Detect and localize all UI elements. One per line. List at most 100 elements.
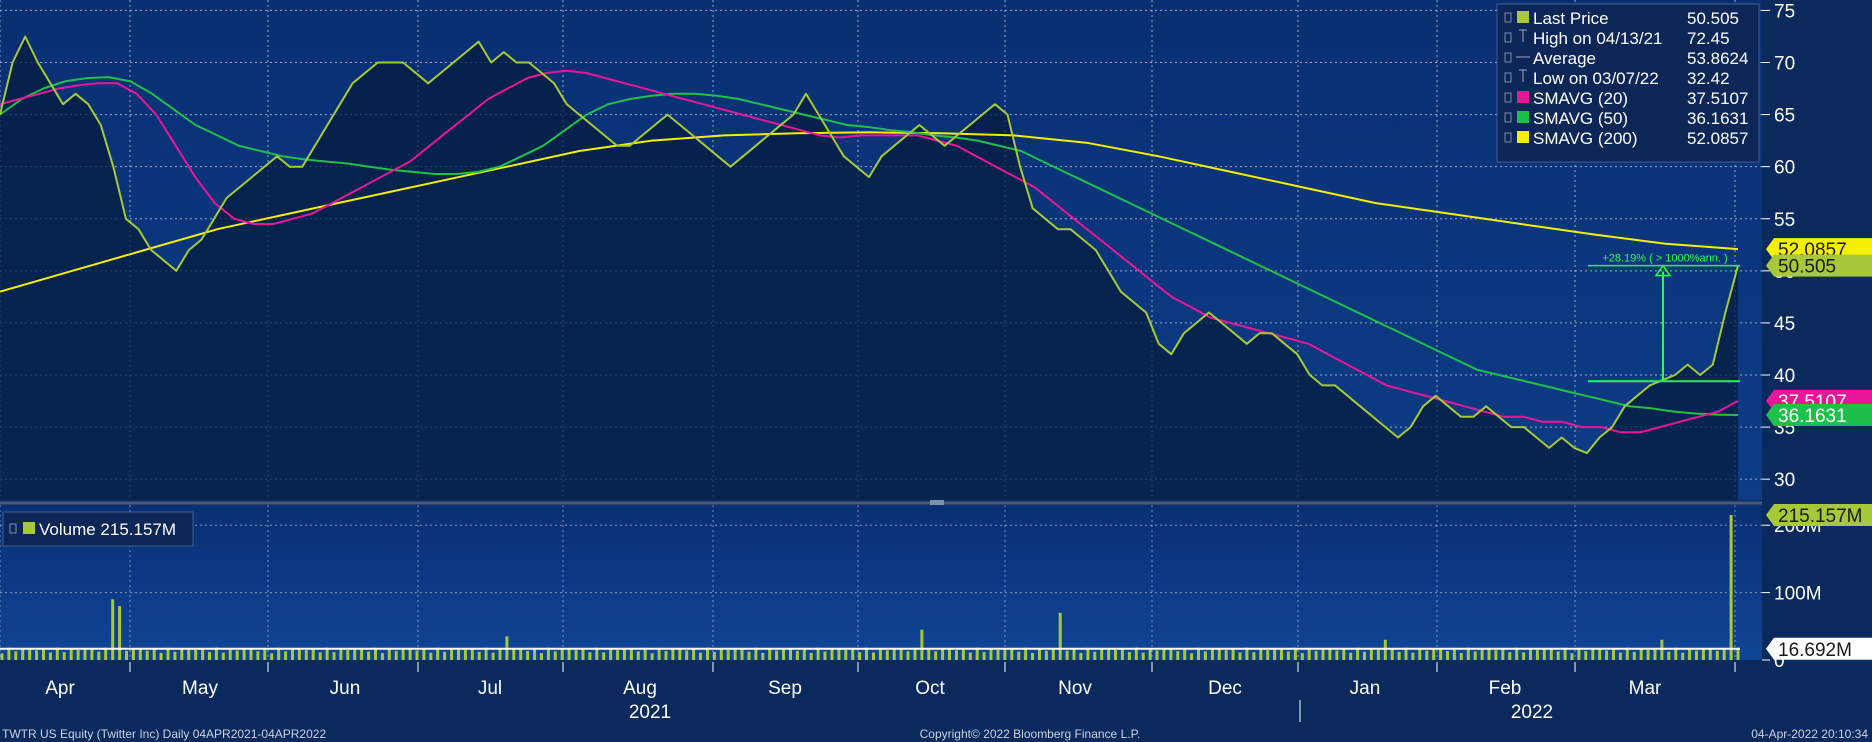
volume-bar bbox=[609, 648, 613, 660]
volume-bar bbox=[1252, 652, 1256, 660]
volume-bar bbox=[1314, 650, 1318, 660]
x-axis-month-label: Jul bbox=[478, 678, 502, 699]
volume-bar bbox=[1542, 649, 1546, 660]
legend-row-bracket bbox=[1504, 132, 1512, 143]
volume-bar bbox=[872, 652, 875, 660]
volume-bar bbox=[1722, 647, 1726, 660]
volume-bar bbox=[367, 651, 371, 660]
volume-bar bbox=[809, 653, 813, 660]
volume-bar bbox=[374, 647, 377, 660]
volume-bar bbox=[401, 648, 405, 660]
volume-bar bbox=[1432, 649, 1436, 660]
volume-bar bbox=[311, 648, 315, 660]
legend-row-bracket bbox=[1504, 32, 1512, 43]
volume-bar bbox=[221, 652, 225, 660]
price-y-tick-label-30: 30 bbox=[1774, 470, 1795, 491]
volume-bar bbox=[636, 651, 640, 660]
volume-bar bbox=[346, 650, 350, 660]
volume-bar bbox=[228, 648, 232, 660]
volume-bar bbox=[878, 648, 882, 660]
volume-bar bbox=[1086, 647, 1090, 660]
volume-bar bbox=[1280, 648, 1283, 660]
volume-bar bbox=[553, 651, 557, 660]
volume-bar bbox=[588, 652, 592, 660]
volume-bar bbox=[1625, 647, 1629, 660]
volume-bar bbox=[712, 651, 716, 660]
volume-bar bbox=[1736, 647, 1740, 660]
price-tag-1-label: 50.505 bbox=[1778, 257, 1836, 278]
volume-bar bbox=[816, 647, 820, 660]
volume-bar bbox=[996, 650, 1000, 660]
price-y-tick-label-40: 40 bbox=[1774, 366, 1795, 387]
price-y-tick-label-75: 75 bbox=[1774, 1, 1795, 22]
volume-bar bbox=[623, 649, 626, 660]
volume-bar bbox=[1618, 652, 1622, 660]
volume-bar bbox=[145, 650, 149, 660]
volume-bar bbox=[1404, 647, 1408, 660]
volume-bar bbox=[1425, 650, 1429, 660]
volume-bar bbox=[540, 653, 543, 660]
volume-bar bbox=[1501, 648, 1505, 660]
volume-bar bbox=[422, 648, 426, 660]
volume-bar bbox=[325, 647, 329, 660]
volume-bar bbox=[138, 649, 142, 660]
volume-plot-area bbox=[0, 505, 1762, 660]
legend-label: Average bbox=[1533, 49, 1596, 68]
x-axis-year-2021: 2021 bbox=[629, 702, 671, 723]
volume-bar bbox=[782, 649, 785, 660]
volume-bar bbox=[14, 651, 18, 660]
volume-bar bbox=[491, 652, 495, 660]
legend-swatch bbox=[1517, 131, 1529, 143]
x-axis-month-label: Sep bbox=[768, 678, 802, 699]
x-axis-month-label: Dec bbox=[1208, 678, 1242, 699]
x-axis-year-2022: 2022 bbox=[1511, 702, 1553, 723]
volume-bar bbox=[1072, 648, 1076, 660]
volume-bar bbox=[733, 649, 737, 660]
volume-y-tick-label-0: 0 bbox=[1774, 651, 1785, 672]
volume-bar bbox=[173, 651, 177, 660]
volume-bar bbox=[581, 648, 585, 660]
legend-label: High on 04/13/21 bbox=[1533, 29, 1663, 48]
volume-bar bbox=[387, 647, 391, 660]
x-axis-month-label: Feb bbox=[1489, 678, 1522, 699]
price-tag-1-bg bbox=[1766, 254, 1872, 277]
volume-bar bbox=[270, 653, 274, 660]
volume-bar bbox=[955, 650, 958, 660]
volume-bar bbox=[1556, 651, 1560, 660]
volume-bar bbox=[83, 649, 87, 660]
volume-bar bbox=[795, 650, 799, 660]
legend-value: 37.5107 bbox=[1687, 89, 1748, 108]
volume-bar bbox=[1411, 652, 1415, 660]
volume-bar bbox=[1273, 649, 1277, 660]
volume-bar bbox=[457, 649, 460, 660]
volume-bar bbox=[256, 651, 260, 660]
volume-bar bbox=[394, 650, 398, 660]
volume-bar bbox=[802, 647, 806, 660]
volume-bar bbox=[187, 649, 191, 660]
footer: TWTR US Equity (Twitter Inc) Daily 04APR… bbox=[2, 727, 1868, 741]
x-axis-month-label: Apr bbox=[45, 678, 75, 699]
price-y-tick-label-55: 55 bbox=[1774, 210, 1795, 231]
volume-bar bbox=[1031, 653, 1034, 660]
volume-bar bbox=[1674, 647, 1678, 660]
volume-bar bbox=[194, 649, 198, 660]
volume-bar bbox=[97, 651, 101, 660]
volume-bar bbox=[941, 648, 945, 660]
volume-bar bbox=[55, 647, 59, 660]
volume-bar bbox=[1577, 647, 1581, 660]
volume-bar bbox=[1038, 647, 1041, 660]
legend-value: 50.505 bbox=[1687, 9, 1739, 28]
volume-bar bbox=[263, 647, 267, 660]
volume-bar bbox=[242, 649, 246, 660]
price-axis-strip bbox=[1762, 0, 1872, 660]
volume-bar bbox=[152, 648, 156, 660]
volume-bar bbox=[768, 648, 772, 660]
volume-bar bbox=[989, 648, 993, 660]
volume-bar bbox=[1238, 652, 1242, 660]
volume-bar bbox=[1210, 648, 1214, 660]
volume-bar bbox=[975, 647, 979, 660]
volume-bar bbox=[885, 650, 889, 660]
x-axis-strip bbox=[0, 662, 1762, 722]
legend-label: Low on 03/07/22 bbox=[1533, 69, 1659, 88]
volume-bar bbox=[118, 606, 122, 660]
